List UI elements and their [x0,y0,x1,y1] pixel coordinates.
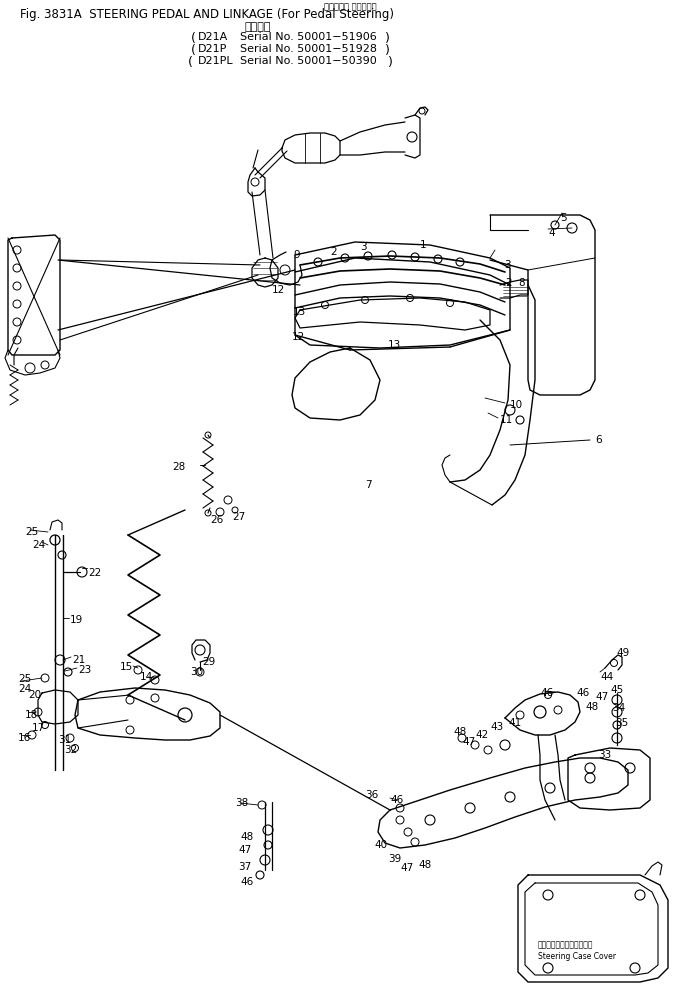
Text: 21: 21 [72,655,85,665]
Text: 38: 38 [235,798,248,808]
Text: 32: 32 [64,745,77,755]
Text: 12: 12 [292,332,305,342]
Text: 13: 13 [293,307,306,317]
Text: 18: 18 [25,710,38,720]
Text: 47: 47 [595,692,608,702]
Text: 10: 10 [510,400,523,410]
Text: D21A: D21A [198,32,228,42]
Text: 45: 45 [610,685,623,695]
Text: 13: 13 [388,340,401,350]
Text: 23: 23 [78,665,91,675]
Text: 40: 40 [374,840,387,850]
Text: ): ) [385,44,390,57]
Text: 49: 49 [616,648,629,658]
Text: (: ( [188,56,193,69]
Text: 16: 16 [18,733,31,743]
Text: 36: 36 [365,790,378,800]
Text: 28: 28 [172,462,185,472]
Text: 39: 39 [388,854,401,864]
Text: 48: 48 [418,860,431,870]
Text: 41: 41 [508,718,521,728]
Text: 3: 3 [504,260,511,270]
Text: 46: 46 [390,795,404,805]
Text: 20: 20 [28,690,41,700]
Text: 3: 3 [360,242,367,252]
Text: 6: 6 [595,435,602,445]
Text: 11: 11 [500,415,513,425]
Text: 17: 17 [32,723,45,733]
Text: 31: 31 [58,735,71,745]
Text: 43: 43 [490,722,503,732]
Text: (: ( [191,32,196,45]
Text: 19: 19 [70,615,83,625]
Text: 2: 2 [330,247,337,257]
Text: 46: 46 [540,688,553,698]
Text: ステアリングケースカバー: ステアリングケースカバー [538,940,594,949]
Text: 35: 35 [615,718,628,728]
Text: ナンバー） ナンバー）: ナンバー） ナンバー） [323,2,376,11]
Text: 14: 14 [140,672,153,682]
Text: 33: 33 [598,750,611,760]
Text: 24: 24 [18,684,31,694]
Text: 12: 12 [272,285,285,295]
Text: 46: 46 [576,688,589,698]
Text: 2: 2 [505,278,512,288]
Text: 22: 22 [88,568,101,578]
Text: 25: 25 [18,674,31,684]
Text: 47: 47 [238,845,251,855]
Text: 24: 24 [32,540,45,550]
Text: Steering Case Cover: Steering Case Cover [538,952,616,961]
Text: 9: 9 [293,250,300,260]
Text: 42: 42 [475,730,489,740]
Text: 25: 25 [25,527,38,537]
Text: 7: 7 [365,480,372,490]
Text: 44: 44 [600,672,613,682]
Text: Serial No. 50001−51928: Serial No. 50001−51928 [240,44,377,54]
Text: (: ( [191,44,196,57]
Text: 37: 37 [238,862,251,872]
Text: 46: 46 [240,877,253,887]
Text: 34: 34 [612,703,625,713]
Text: 27: 27 [232,512,245,522]
Text: 47: 47 [400,863,413,873]
Text: ): ) [388,56,393,69]
Text: 48: 48 [585,702,598,712]
Text: 15: 15 [120,662,133,672]
Text: ): ) [385,32,390,45]
Text: 29: 29 [202,657,215,667]
Text: Serial No. 50001−51906: Serial No. 50001−51906 [240,32,377,42]
Text: Serial No. 50001−50390: Serial No. 50001−50390 [240,56,377,66]
Text: 適用号機: 適用号機 [245,22,271,32]
Text: 30: 30 [190,667,203,677]
Text: 5: 5 [560,213,567,223]
Text: D21PL: D21PL [198,56,233,66]
Text: D21P: D21P [198,44,227,54]
Text: 48: 48 [453,727,466,737]
Text: 1: 1 [420,240,427,250]
Text: 4: 4 [548,228,555,238]
Text: 8: 8 [518,278,525,288]
Text: 26: 26 [210,515,223,525]
Text: 47: 47 [462,737,475,747]
Text: Fig. 3831A  STEERING PEDAL AND LINKAGE (For Pedal Steering): Fig. 3831A STEERING PEDAL AND LINKAGE (F… [20,8,394,21]
Text: 48: 48 [240,832,253,842]
